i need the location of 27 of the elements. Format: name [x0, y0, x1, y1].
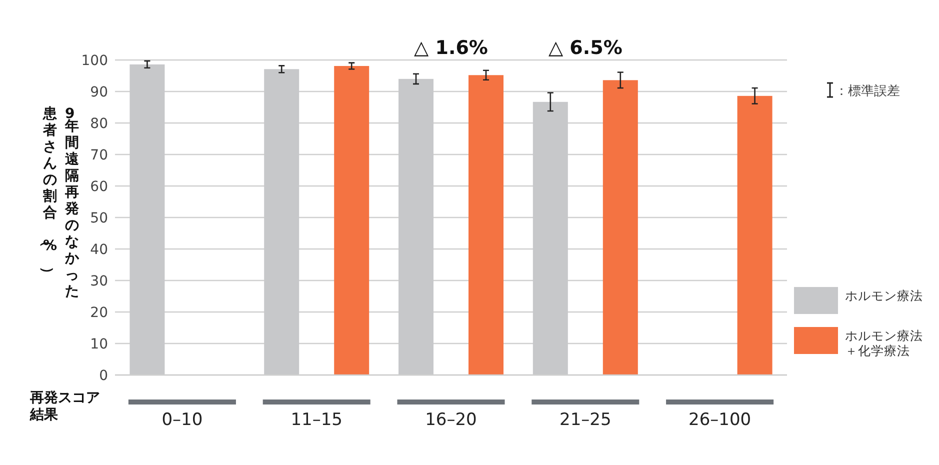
x-tick-label: 21–25	[560, 410, 612, 430]
y-tick-label: 70	[90, 148, 108, 164]
bar	[602, 80, 638, 375]
y-tick-label: 20	[90, 305, 108, 321]
text: △ 6.5%	[548, 37, 622, 59]
y-tick-label: 60	[90, 179, 108, 195]
y-tick-label: 90	[90, 84, 108, 100]
y-tick-label: 10	[90, 336, 108, 352]
text: △ 1.6%	[414, 37, 488, 59]
x-tick-label: 11–15	[290, 410, 342, 430]
legend-label: ホルモン療法	[845, 288, 923, 303]
y-tick-label: 0	[99, 368, 108, 384]
bar	[737, 96, 772, 375]
y-axis-title: 9年間遠隔再発のなかった患者さんの割合（%）	[39, 106, 82, 300]
x-tick-label: 0–10	[162, 410, 203, 430]
x-axis-title: 再発スコア結果	[29, 390, 100, 423]
y-tick-label: 80	[90, 116, 108, 132]
legend-label: ホルモン療法＋化学療法	[845, 328, 923, 358]
bar	[334, 66, 370, 375]
x-tick-label: 26–100	[688, 410, 752, 430]
y-tick-label: 40	[90, 242, 108, 258]
y-tick-label: 100	[81, 53, 108, 69]
text: ：標準誤差	[835, 84, 900, 99]
y-tick-label: 30	[90, 274, 108, 290]
bar	[468, 75, 504, 375]
y-tick-label: 50	[90, 210, 108, 226]
x-tick-label: 16–20	[425, 410, 477, 430]
